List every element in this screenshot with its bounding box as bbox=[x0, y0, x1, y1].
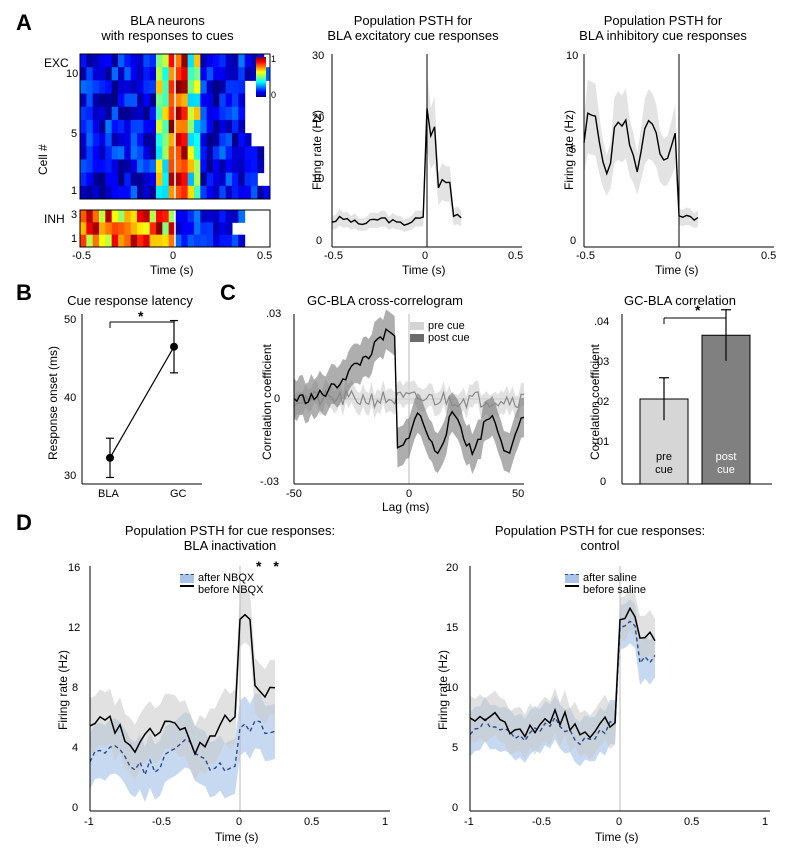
panel-d-right-legend: after saline before saline bbox=[565, 572, 646, 596]
svg-text:cue: cue bbox=[655, 464, 673, 476]
psth-exc-title: Population PSTH forBLA excitatory cue re… bbox=[298, 14, 528, 44]
heatmap-exc-svg bbox=[80, 54, 270, 199]
bar-title: GC-BLA correlation bbox=[580, 294, 780, 309]
panel-label-d: D bbox=[16, 510, 32, 536]
colorbar-max: 1 bbox=[271, 54, 276, 64]
cc-xlab: Lag (ms) bbox=[382, 500, 429, 514]
inh-label: INH bbox=[44, 212, 65, 226]
bar-chart: precuepostcue bbox=[622, 314, 772, 484]
panel-d-sig: * * bbox=[256, 558, 283, 574]
bar-svg: precuepostcue bbox=[622, 314, 772, 484]
svg-text:cue: cue bbox=[717, 464, 735, 476]
psth-inh-title: Population PSTH forBLA inhibitory cue re… bbox=[548, 14, 778, 44]
cc-svg bbox=[294, 314, 524, 484]
psth-exc-xlab: Time (s) bbox=[402, 263, 446, 277]
psth-inh-xlab: Time (s) bbox=[655, 263, 699, 277]
psth-inh-svg bbox=[584, 54, 774, 247]
heatmap-inh bbox=[80, 210, 270, 247]
svg-text:pre: pre bbox=[656, 451, 672, 463]
panel-d-left-xlab: Time (s) bbox=[215, 830, 259, 844]
psth-saline bbox=[470, 566, 770, 811]
psth-inh-chart bbox=[584, 54, 774, 247]
panel-d-left-title: Population PSTH for cue responses:BLA in… bbox=[70, 524, 390, 554]
cc-chart bbox=[294, 314, 524, 484]
psth-nbqx bbox=[90, 566, 390, 811]
panel-b-title: Cue response latency bbox=[50, 294, 210, 309]
heatmap-ylab: Cell # bbox=[36, 144, 50, 175]
psth-nbqx-svg bbox=[90, 566, 390, 811]
panel-d-left-legend: after NBQX before NBQX bbox=[180, 572, 263, 596]
panel-b-chart bbox=[82, 314, 202, 484]
cc-legend: pre cue post cue bbox=[410, 320, 470, 344]
colorbar bbox=[256, 57, 266, 97]
psth-saline-svg bbox=[470, 566, 770, 811]
panel-d-right-xlab: Time (s) bbox=[595, 830, 639, 844]
exc-label: EXC bbox=[44, 56, 69, 70]
bar-sig: * bbox=[695, 302, 700, 318]
colorbar-min: 0 bbox=[271, 90, 276, 100]
panel-b-ylab: Response onset (ms) bbox=[46, 346, 60, 460]
panel-b-sig: * bbox=[138, 308, 143, 324]
panel-d-left-ylab: Firing rate (Hz) bbox=[56, 650, 70, 730]
heatmap-title: BLA neuronswith responses to cues bbox=[70, 14, 265, 44]
panel-label-c: C bbox=[220, 280, 236, 306]
psth-exc-svg bbox=[332, 54, 522, 247]
heatmap-inh-svg bbox=[80, 210, 270, 247]
panel-d-right-title: Population PSTH for cue responses:contro… bbox=[440, 524, 760, 554]
latency-svg bbox=[82, 314, 202, 484]
heatmap-xlab: Time (s) bbox=[150, 263, 194, 277]
cc-ylab: Correlation coefficient bbox=[260, 344, 274, 460]
svg-text:post: post bbox=[716, 451, 737, 463]
figure: A B C D BLA neuronswith responses to cue… bbox=[10, 10, 790, 855]
panel-label-b: B bbox=[16, 280, 32, 306]
psth-exc-chart bbox=[332, 54, 522, 247]
cc-title: GC-BLA cross-correlogram bbox=[260, 294, 510, 309]
heatmap-exc: 1 0 bbox=[80, 54, 270, 199]
panel-label-a: A bbox=[16, 10, 32, 36]
